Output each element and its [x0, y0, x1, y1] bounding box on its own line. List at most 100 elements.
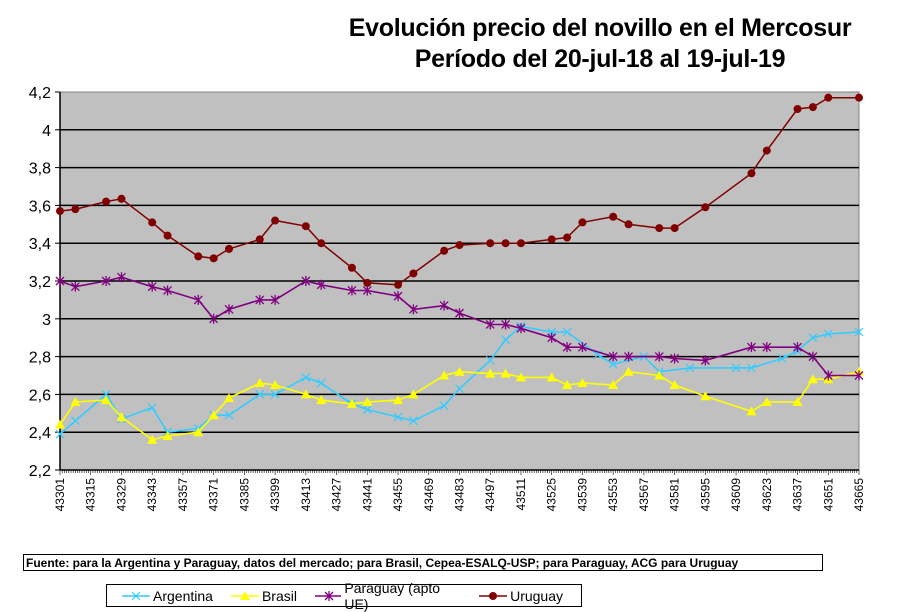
uruguay-point [209, 254, 218, 263]
legend-marker [239, 590, 250, 600]
argentina-point [501, 335, 511, 345]
brasil-point [454, 366, 465, 376]
series-uruguay [56, 93, 863, 289]
paraguay-apto-ue-point [439, 300, 449, 311]
x-tick-label: 43651 [821, 478, 835, 512]
y-tick-label: 3,4 [29, 236, 51, 253]
paraguay-apto-ue-point [101, 276, 111, 286]
paraguay-apto-ue-point [270, 294, 280, 305]
paraguay-apto-ue-point [408, 304, 418, 315]
paraguay-apto-ue-point [808, 351, 818, 362]
x-tick-label: 43455 [391, 478, 405, 512]
paraguay-apto-ue-point [562, 342, 572, 353]
legend-label: Brasil [261, 587, 297, 604]
legend-item-brasil: Brasil [230, 587, 297, 604]
uruguay-point [824, 93, 833, 102]
argentina-point [808, 333, 818, 343]
argentina-point [455, 384, 464, 394]
uruguay-point [440, 246, 449, 255]
argentina-point [270, 389, 280, 399]
uruguay-point [609, 212, 618, 221]
y-axis: 2,2 2,4 2,6 2,8 3 3,2 3,4 3,6 3,8 4 4,2 [29, 85, 61, 480]
uruguay-point [394, 280, 403, 289]
argentina-point [316, 378, 326, 388]
y-tick-label: 4,2 [29, 85, 51, 102]
uruguay-point [117, 194, 126, 203]
argentina-point [408, 416, 418, 426]
argentina-point [362, 405, 372, 414]
brasil-point [515, 372, 526, 382]
paraguay-apto-ue-point [224, 304, 234, 315]
legend-marker [324, 590, 334, 601]
brasil-point [224, 393, 235, 403]
legend-label: Argentina [153, 587, 213, 604]
paraguay-apto-ue-line [59, 276, 859, 377]
x-tick-label: 43329 [114, 478, 128, 512]
paraguay-apto-ue-point [55, 276, 65, 286]
argentina-point [147, 403, 157, 413]
legend: Argentina Brasil Paraguay (apto UE) Uruguay [106, 580, 582, 612]
y-tick-label: 3,6 [29, 198, 51, 215]
gridlines [60, 129, 859, 433]
paraguay-apto-ue-point [577, 342, 587, 353]
argentina-point [731, 363, 741, 373]
legend-swatch-uruguay-icon [479, 591, 508, 600]
uruguay-point [563, 233, 572, 242]
paraguay-apto-ue-point [255, 294, 265, 305]
paraguay-apto-ue-point [393, 291, 403, 302]
chart-title-line-1: Evolución precio del novillo en el Merco… [348, 14, 852, 42]
brasil-point [546, 372, 557, 382]
brasil-point [116, 412, 127, 422]
legend-item-uruguay: Uruguay [479, 588, 563, 604]
y-tick-label: 2,4 [29, 425, 51, 442]
brasil-point [700, 391, 711, 401]
legend-item-argentina: Argentina [122, 588, 213, 604]
y-tick-label: 3,2 [29, 274, 51, 291]
brasil-point [208, 410, 219, 420]
legend-label: Paraguay (apto UE) [344, 579, 441, 612]
uruguay-point [516, 239, 525, 248]
paraguay-apto-ue-point [854, 370, 864, 381]
brasil-point [70, 396, 81, 406]
paraguay-apto-ue-point [163, 285, 173, 296]
line-chart: 2,2 2,4 2,6 2,8 3 3,2 3,4 3,6 3,8 4 4,2 43301 43315… [29, 85, 866, 512]
brasil-point [485, 368, 496, 378]
paraguay-apto-ue-point [117, 272, 126, 283]
paraguay-apto-ue-point [547, 332, 557, 343]
uruguay-point [347, 263, 356, 272]
y-tick-label: 2,8 [29, 350, 51, 367]
x-tick-label: 43623 [760, 478, 774, 512]
argentina-point [823, 329, 833, 339]
paraguay-apto-ue-point [316, 279, 326, 290]
paraguay-apto-ue-point [70, 281, 80, 292]
series-group [55, 93, 864, 444]
paraguay-apto-ue-point [516, 323, 526, 334]
paraguay-apto-ue-point [209, 313, 219, 324]
brasil-point [439, 370, 450, 380]
paraguay-apto-ue-point [362, 285, 372, 296]
x-tick-label: 43483 [453, 478, 467, 512]
y-tick-label: 2,2 [29, 463, 51, 480]
y-tick-label: 4 [42, 123, 51, 140]
brasil-point [562, 379, 573, 389]
argentina-point [101, 389, 111, 399]
source-note: Fuente: para la Argentina y Paraguay, da… [23, 554, 823, 571]
uruguay-point [578, 218, 587, 227]
legend-item-paraguay-apto-ue: Paraguay (apto UE) [314, 579, 461, 612]
brasil-point [408, 389, 419, 399]
uruguay-point [194, 252, 203, 261]
paraguay-apto-ue-point [700, 355, 710, 366]
paraguay-apto-ue-point [670, 353, 680, 364]
uruguay-point [102, 197, 111, 206]
uruguay-point [301, 222, 310, 231]
argentina-point [608, 359, 618, 369]
brasil-point [608, 379, 619, 389]
brasil-point [270, 379, 281, 389]
x-tick-label: 43497 [483, 478, 497, 512]
x-tick-label: 43315 [84, 478, 98, 512]
x-tick-label: 43399 [268, 478, 282, 512]
uruguay-point [747, 169, 756, 178]
x-tick-label: 43385 [237, 478, 251, 512]
uruguay-point [409, 269, 418, 278]
argentina-point [255, 389, 265, 399]
